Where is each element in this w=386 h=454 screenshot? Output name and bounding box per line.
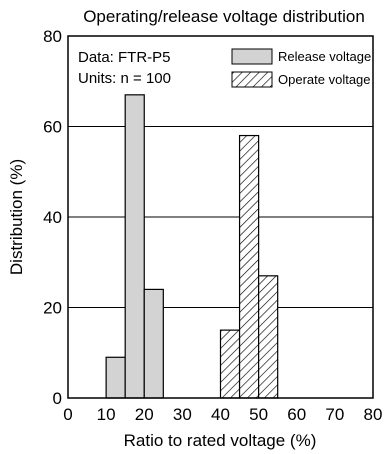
y-tick-labels: 0 20 40 60 80: [43, 27, 62, 408]
x-tick-label: 40: [211, 405, 230, 424]
legend-label-operate: Operate voltage: [278, 72, 371, 87]
data-source-note: Data: FTR-P5: [78, 49, 171, 66]
x-tick-label: 60: [287, 405, 306, 424]
y-tick-label: 20: [43, 299, 62, 318]
x-tick-label: 50: [249, 405, 268, 424]
x-tick-label: 10: [97, 405, 116, 424]
legend-label-release: Release voltage: [278, 49, 371, 64]
x-tick-label: 30: [173, 405, 192, 424]
x-axis-label: Ratio to rated voltage (%): [124, 431, 317, 450]
operate-bar-1: [238, 134, 260, 399]
x-tick-label: 20: [135, 405, 154, 424]
operate-bar-0: [219, 329, 241, 399]
grid-lines: [68, 126, 373, 308]
bars: [105, 94, 279, 399]
y-tick-label: 60: [43, 118, 62, 137]
chart-title: Operating/release voltage distribution: [83, 7, 365, 26]
legend: Release voltage Operate voltage: [231, 48, 371, 88]
operate-bar-2: [258, 275, 279, 399]
legend-swatch-operate: [231, 71, 273, 88]
plot-frame: [67, 35, 374, 399]
release-bar-2: [143, 288, 164, 399]
release-bar-1: [124, 94, 145, 399]
sample-size-note: Units: n = 100: [78, 70, 171, 87]
y-axis-label: Distribution (%): [7, 159, 26, 275]
release-bar-0: [105, 356, 126, 399]
x-tick-label: 80: [364, 405, 383, 424]
y-tick-label: 0: [53, 389, 62, 408]
x-tick-label: 70: [325, 405, 344, 424]
y-tick-label: 40: [43, 208, 62, 227]
x-tick-labels: 0 10 20 30 40 50 60 70 80: [63, 405, 382, 424]
y-tick-label: 80: [43, 27, 62, 46]
x-tick-label: 0: [63, 405, 72, 424]
legend-swatch-release: [231, 48, 273, 65]
